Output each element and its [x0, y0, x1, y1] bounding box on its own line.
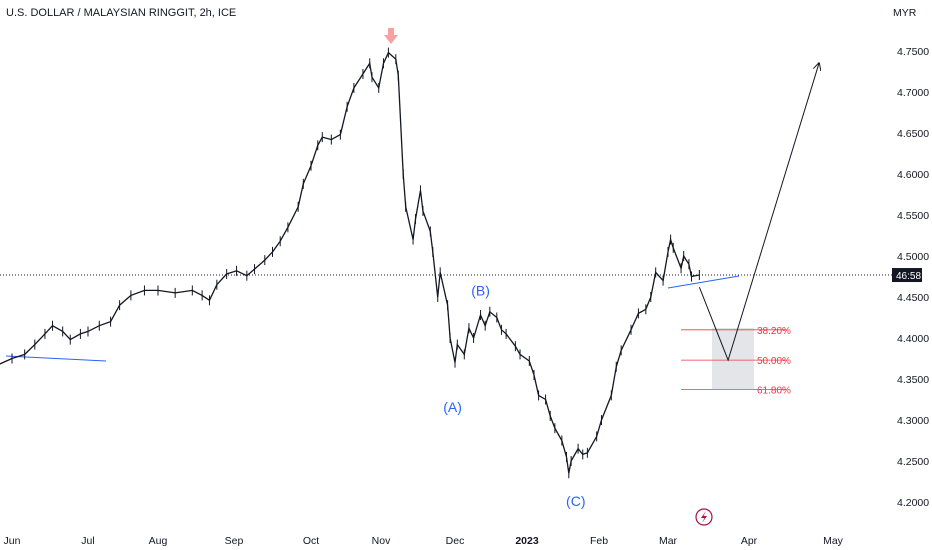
- price-tick-label: 4.5500: [897, 210, 929, 222]
- currency-label: MYR: [893, 7, 917, 19]
- current-price-tag: 46:58: [892, 268, 922, 283]
- time-tick-label: Dec: [446, 535, 465, 547]
- time-tick-label: Aug: [149, 535, 168, 547]
- price-bars: [11, 47, 700, 479]
- time-tick-label: Nov: [372, 535, 391, 547]
- time-axis[interactable]: Jun Jul Aug Sep Oct Nov Dec 2023 Feb Mar Apr May: [4, 535, 844, 547]
- price-tick-label: 4.6500: [897, 128, 929, 140]
- time-tick-label: Sep: [225, 535, 244, 547]
- time-tick-label: May: [823, 535, 844, 547]
- price-tick-label: 4.7000: [897, 87, 929, 99]
- chart-title: U.S. DOLLAR / MALAYSIAN RINGGIT, 2h, ICE: [6, 7, 236, 19]
- price-tick-label: 4.2000: [897, 497, 929, 509]
- price-tick-label: 4.5000: [897, 251, 929, 263]
- price-series-line: [0, 51, 700, 474]
- time-tick-label: Feb: [590, 535, 608, 547]
- current-price-label: 46:58: [896, 271, 921, 282]
- neckline-trendline[interactable]: [667, 275, 740, 289]
- price-tick-label: 4.7500: [897, 46, 929, 58]
- price-tick-label: 4.3000: [897, 415, 929, 427]
- fib-target-zone[interactable]: [712, 328, 754, 389]
- fib-level-label: 50.00%: [757, 356, 791, 367]
- time-tick-label: Jul: [81, 535, 94, 547]
- time-tick-label: Oct: [303, 535, 319, 547]
- price-tick-label: 4.3500: [897, 374, 929, 386]
- price-tick-label: 4.2500: [897, 456, 929, 468]
- price-tick-label: 4.6000: [897, 169, 929, 181]
- lightning-icon[interactable]: [695, 508, 713, 526]
- wave-label: (B): [471, 282, 490, 298]
- top-arrow-icon: [384, 28, 398, 44]
- time-tick-label: Mar: [659, 535, 678, 547]
- price-axis[interactable]: 4.7500 4.7000 4.6500 4.6000 4.5500 4.5000 4.45…: [897, 46, 929, 509]
- price-tick-label: 4.4000: [897, 333, 929, 345]
- time-tick-label: Apr: [741, 535, 758, 547]
- support-trendline[interactable]: [5, 355, 107, 362]
- projection-arrow[interactable]: [698, 63, 819, 362]
- wave-label: (C): [566, 493, 585, 509]
- fib-level-label: 38.20%: [757, 326, 791, 337]
- time-tick-label: 2023: [515, 535, 539, 547]
- time-tick-label: Jun: [4, 535, 21, 547]
- fib-level-label: 61.80%: [757, 386, 791, 397]
- price-tick-label: 4.4500: [897, 292, 929, 304]
- wave-label: (A): [443, 399, 462, 415]
